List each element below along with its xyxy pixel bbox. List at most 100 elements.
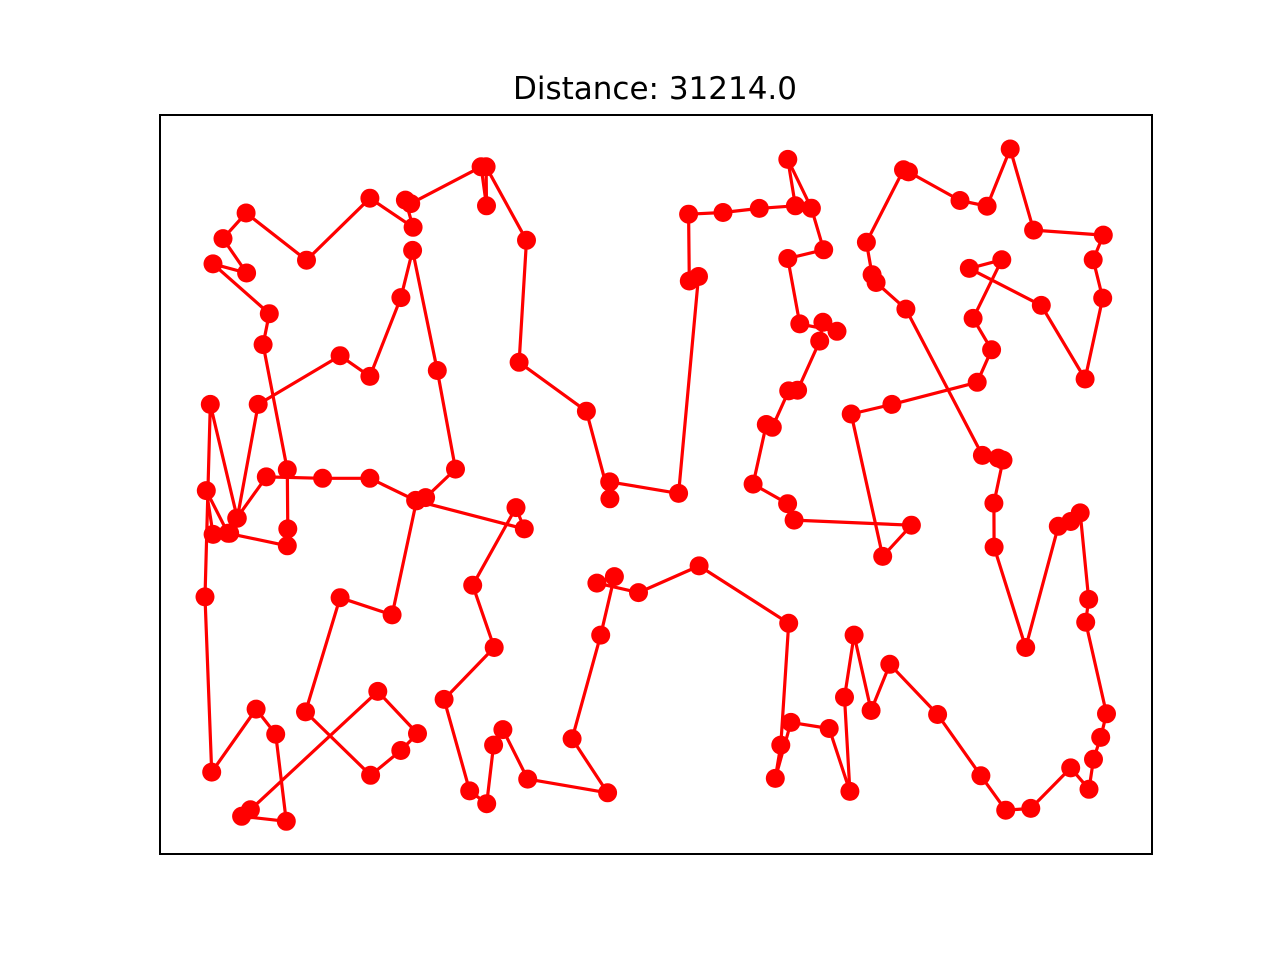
city-point	[882, 395, 901, 414]
city-point	[1032, 296, 1051, 315]
city-point	[360, 189, 379, 208]
city-point	[778, 494, 797, 513]
route-segment	[854, 635, 871, 710]
city-point	[485, 638, 504, 657]
city-point	[254, 335, 273, 354]
city-point	[899, 162, 918, 181]
plot-frame	[160, 115, 1152, 854]
city-point	[297, 251, 316, 270]
route-segment	[1041, 305, 1085, 379]
route-segment	[1080, 513, 1089, 600]
city-point	[257, 467, 276, 486]
city-point	[763, 418, 782, 437]
city-point	[1079, 590, 1098, 609]
city-point	[810, 332, 829, 351]
city-point	[902, 516, 921, 535]
city-point	[982, 340, 1001, 359]
city-point	[842, 405, 861, 424]
city-point	[788, 381, 807, 400]
city-point	[778, 249, 797, 268]
route-segment	[969, 268, 1041, 305]
city-point	[260, 304, 279, 323]
city-point	[1001, 140, 1020, 159]
route-segment	[246, 213, 306, 260]
city-point	[1024, 221, 1043, 240]
city-point	[278, 519, 297, 538]
route-segment	[205, 404, 210, 597]
route-segment	[794, 520, 911, 525]
city-point	[428, 361, 447, 380]
city-point	[880, 655, 899, 674]
city-point	[1084, 250, 1103, 269]
city-point	[360, 367, 379, 386]
city-point	[828, 322, 847, 341]
city-point	[1061, 758, 1080, 777]
city-point	[1076, 370, 1095, 389]
city-point	[840, 782, 859, 801]
route-segment	[689, 214, 690, 281]
city-point	[996, 801, 1015, 820]
route-segment	[519, 240, 526, 362]
city-point	[779, 614, 798, 633]
city-point	[1084, 750, 1103, 769]
route-segment	[699, 566, 789, 623]
city-point	[790, 314, 809, 333]
city-point	[598, 783, 617, 802]
city-point	[873, 547, 892, 566]
route-segment	[205, 597, 212, 772]
route-segment	[444, 699, 470, 791]
city-point	[493, 720, 512, 739]
route-segment	[890, 664, 938, 714]
city-point	[383, 605, 402, 624]
route-segment	[370, 298, 401, 377]
route-segment	[413, 250, 438, 370]
city-point	[971, 766, 990, 785]
city-point	[964, 309, 983, 328]
city-point	[278, 460, 297, 479]
city-point	[771, 736, 790, 755]
city-point	[984, 494, 1003, 513]
route-segment	[892, 382, 977, 404]
city-point	[960, 259, 979, 278]
city-point	[517, 231, 536, 250]
city-point	[507, 498, 526, 517]
city-points	[196, 140, 1117, 831]
city-point	[408, 724, 427, 743]
city-point	[928, 705, 947, 724]
city-point	[391, 288, 410, 307]
route-segment	[411, 167, 481, 204]
city-point	[973, 446, 992, 465]
city-point	[204, 254, 223, 273]
city-point	[714, 203, 733, 222]
city-point	[766, 769, 785, 788]
city-point	[361, 766, 380, 785]
city-point	[247, 700, 266, 719]
city-point	[1021, 799, 1040, 818]
city-point	[785, 511, 804, 530]
city-point	[857, 233, 876, 252]
city-point	[951, 191, 970, 210]
city-point	[237, 204, 256, 223]
city-point	[820, 719, 839, 738]
city-point	[802, 199, 821, 218]
city-point	[463, 576, 482, 595]
route-segment	[392, 501, 416, 615]
route-segment	[572, 635, 601, 739]
city-point	[266, 725, 285, 744]
city-point	[845, 626, 864, 645]
route-segment	[679, 277, 699, 494]
city-point	[863, 265, 882, 284]
city-point	[1016, 638, 1035, 657]
route-segment	[210, 404, 237, 518]
city-point	[278, 536, 297, 555]
city-point	[577, 402, 596, 421]
city-point	[219, 524, 238, 543]
city-point	[518, 770, 537, 789]
city-point	[669, 484, 688, 503]
route-segment	[851, 414, 883, 556]
route-segment	[1085, 298, 1103, 379]
city-point	[989, 449, 1008, 468]
route-segment	[866, 170, 903, 243]
city-point	[563, 729, 582, 748]
